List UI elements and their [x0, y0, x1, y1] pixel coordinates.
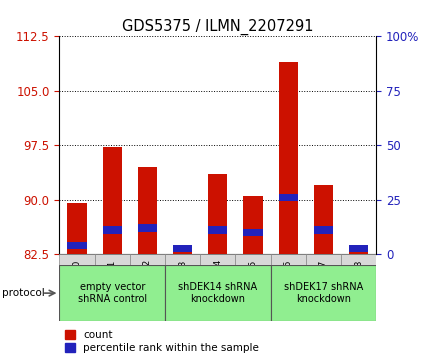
Title: GDS5375 / ILMN_2207291: GDS5375 / ILMN_2207291 — [122, 19, 314, 35]
Bar — [138, 224, 157, 232]
Bar — [208, 174, 227, 254]
Bar — [349, 247, 368, 254]
Bar — [306, 254, 341, 318]
Bar — [243, 196, 263, 254]
Legend: count, percentile rank within the sample: count, percentile rank within the sample — [65, 330, 259, 353]
Bar — [271, 254, 306, 318]
Text: shDEK14 shRNA
knockdown: shDEK14 shRNA knockdown — [178, 282, 257, 304]
Text: GSM1486446: GSM1486446 — [284, 259, 293, 319]
Bar — [243, 229, 263, 236]
Bar — [67, 203, 87, 254]
Bar — [314, 185, 333, 254]
Bar — [349, 245, 368, 253]
Text: GSM1486448: GSM1486448 — [354, 259, 363, 319]
Bar — [103, 147, 122, 254]
Bar — [314, 227, 333, 234]
Bar — [173, 245, 192, 253]
Bar — [67, 242, 87, 249]
Text: protocol: protocol — [2, 288, 45, 298]
Bar — [165, 265, 271, 321]
Text: GSM1486442: GSM1486442 — [143, 259, 152, 319]
Bar — [59, 254, 95, 318]
Bar — [279, 62, 298, 254]
Bar — [200, 254, 235, 318]
Bar — [173, 247, 192, 254]
Text: GSM1486444: GSM1486444 — [213, 259, 222, 319]
Text: GSM1486443: GSM1486443 — [178, 259, 187, 319]
Bar — [235, 254, 271, 318]
Bar — [165, 254, 200, 318]
Text: shDEK17 shRNA
knockdown: shDEK17 shRNA knockdown — [284, 282, 363, 304]
Bar — [138, 167, 157, 254]
Text: GSM1486440: GSM1486440 — [73, 259, 81, 319]
Bar — [130, 254, 165, 318]
Bar — [279, 194, 298, 201]
Text: GSM1486445: GSM1486445 — [249, 259, 257, 319]
Bar — [103, 227, 122, 234]
Text: empty vector
shRNA control: empty vector shRNA control — [77, 282, 147, 304]
Bar — [95, 254, 130, 318]
Bar — [208, 227, 227, 234]
Text: GSM1486441: GSM1486441 — [108, 259, 117, 319]
Bar — [59, 265, 165, 321]
Bar — [341, 254, 376, 318]
Text: GSM1486447: GSM1486447 — [319, 259, 328, 319]
Bar — [271, 265, 376, 321]
